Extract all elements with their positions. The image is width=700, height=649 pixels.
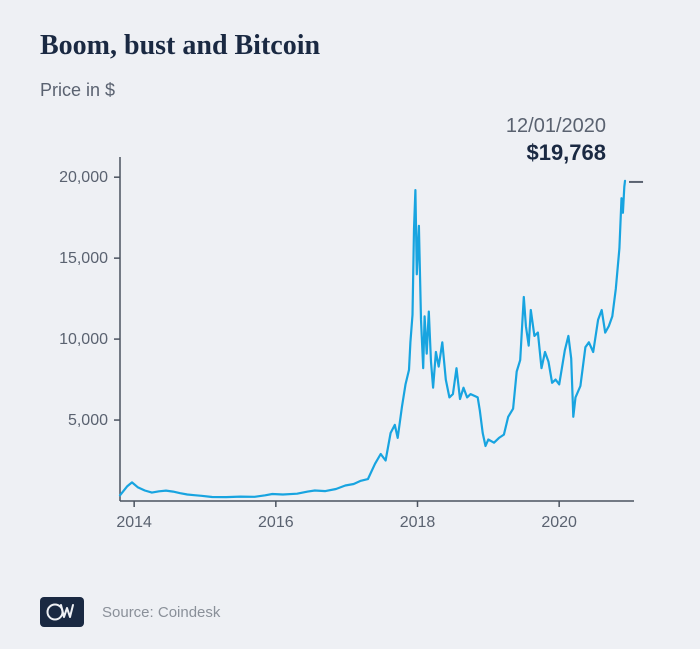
callout-date: 12/01/2020: [506, 115, 606, 138]
svg-text:20,000: 20,000: [59, 169, 108, 186]
svg-text:2018: 2018: [400, 514, 436, 531]
svg-text:2020: 2020: [541, 514, 577, 531]
line-chart-svg: 5,000 10,000 15,000 20,000 2014 2016 2018 2020: [40, 111, 660, 551]
chart-area: 12/01/2020 $19,768 5,000 10,000 15,000 20,0…: [40, 111, 660, 551]
chart-title: Boom, bust and Bitcoin: [40, 30, 670, 62]
callout-value: $19,768: [506, 140, 606, 166]
chart-footer: Source: Coindesk: [40, 597, 220, 627]
svg-text:2014: 2014: [116, 514, 152, 531]
dw-logo-icon: [40, 597, 84, 627]
svg-text:10,000: 10,000: [59, 331, 108, 348]
svg-text:5,000: 5,000: [68, 412, 108, 429]
price-callout: 12/01/2020 $19,768: [506, 115, 606, 166]
chart-subtitle: Price in $: [40, 80, 670, 101]
source-label: Source: Coindesk: [102, 604, 220, 621]
svg-text:2016: 2016: [258, 514, 294, 531]
svg-text:15,000: 15,000: [59, 250, 108, 267]
